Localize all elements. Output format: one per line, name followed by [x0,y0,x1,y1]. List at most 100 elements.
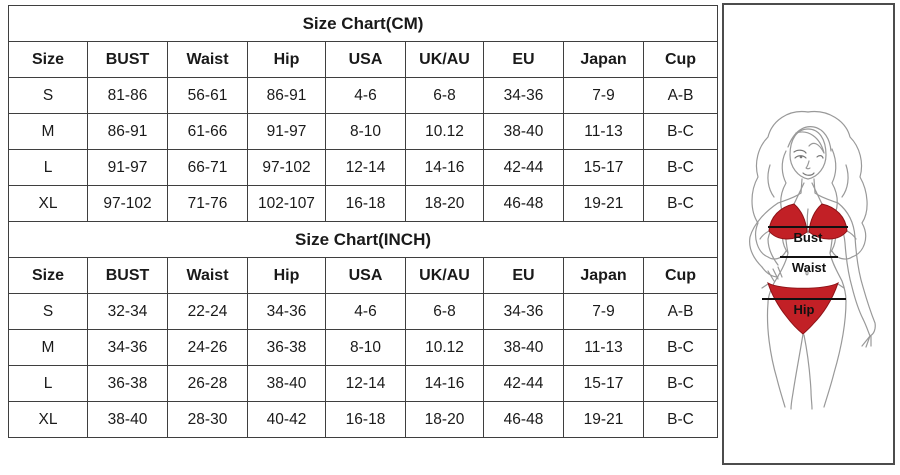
hand-right [861,318,872,348]
bikini-straps [759,182,857,289]
cleavage-line [806,208,809,234]
size-cell: S [8,77,88,114]
value-cell: A-B [642,293,719,330]
value-cell: 38-40 [87,401,168,438]
value-cell: B-C [642,329,719,366]
header-row-inch: Size BUST Waist Hip USA UK/AU EU Japan Cup [8,257,719,294]
value-cell: 7-9 [563,77,644,114]
table-row: L 36-38 26-28 38-40 12-14 14-16 42-44 15-17 B-C [8,365,719,402]
value-cell: 71-76 [167,185,248,222]
value-cell: 34-36 [247,293,326,330]
value-cell: 26-28 [167,365,248,402]
value-cell: B-C [642,113,719,150]
value-cell: 16-18 [325,401,406,438]
value-cell: 6-8 [405,293,484,330]
column-header-usa: USA [325,41,406,78]
table-title-inch: Size Chart(INCH) [7,221,719,258]
value-cell: 42-44 [483,365,564,402]
value-cell: 91-97 [247,113,326,150]
value-cell: 14-16 [405,149,484,186]
table-title-cm: Size Chart(CM) [7,5,719,42]
value-cell: 18-20 [405,401,484,438]
eyebrow [793,149,807,154]
column-header-cup: Cup [642,41,719,78]
value-cell: 10.12 [405,329,484,366]
mouth [802,172,815,176]
value-cell: 38-40 [483,329,564,366]
value-cell: 38-40 [247,365,326,402]
value-cell: 15-17 [563,149,644,186]
column-header-waist: Waist [167,257,248,294]
column-header-hip: Hip [247,41,326,78]
value-cell: 24-26 [167,329,248,366]
size-cell: L [8,149,88,186]
value-cell: 32-34 [87,293,168,330]
waist-label: Waist [792,260,827,275]
column-header-eu: EU [483,41,564,78]
eye-right [816,155,824,159]
bikini [767,203,848,335]
measurement-figure-illustration: Bust Waist Hip [749,110,876,410]
size-cell: M [8,329,88,366]
bust-label: Bust [794,230,824,245]
table-row: S 32-34 22-24 34-36 4-6 6-8 34-36 7-9 A-B [8,293,719,330]
hair-strand [767,164,849,198]
value-cell: 66-71 [167,149,248,186]
value-cell: 86-91 [247,77,326,114]
value-cell: 81-86 [87,77,168,114]
value-cell: 40-42 [247,401,326,438]
column-header-uk-au: UK/AU [405,41,484,78]
bikini-top-left-cup [768,203,808,240]
table-body-cm: S 81-86 56-61 86-91 4-6 6-8 34-36 7-9 A-B M 86-91 6… [8,77,719,222]
neck [800,178,816,194]
value-cell: 34-36 [87,329,168,366]
column-header-bust: BUST [87,41,168,78]
bikini-bottom [767,281,839,335]
hair-left [751,110,809,260]
value-cell: 42-44 [483,149,564,186]
value-cell: 91-97 [87,149,168,186]
arm-right-outer [837,202,876,337]
value-cell: 97-102 [87,185,168,222]
bangs [787,126,832,154]
measurement-lines [762,226,848,300]
value-cell: 8-10 [325,113,406,150]
size-cell: M [8,113,88,150]
value-cell: 19-21 [563,185,644,222]
value-cell: 56-61 [167,77,248,114]
table-body-inch: S 32-34 22-24 34-36 4-6 6-8 34-36 7-9 A-B M 34-36 2… [8,293,719,438]
hand-left [761,266,783,282]
value-cell: B-C [642,185,719,222]
value-cell: 36-38 [87,365,168,402]
table-row: L 91-97 66-71 97-102 12-14 14-16 42-44 15-17 B-C [8,149,719,186]
value-cell: 12-14 [325,149,406,186]
value-cell: 28-30 [167,401,248,438]
value-cell: 97-102 [247,149,326,186]
value-cell: 10.12 [405,113,484,150]
value-cell: B-C [642,149,719,186]
size-cell: XL [8,185,88,222]
value-cell: 8-10 [325,329,406,366]
column-header-size: Size [8,41,88,78]
header-row-cm: Size BUST Waist Hip USA UK/AU EU Japan Cup [8,41,719,78]
column-header-cup: Cup [642,257,719,294]
value-cell: 7-9 [563,293,644,330]
value-cell: 11-13 [563,113,644,150]
value-cell: 46-48 [483,185,564,222]
figure-panel: Bust Waist Hip [722,3,895,465]
value-cell: B-C [642,401,719,438]
pupil [799,155,803,159]
eye-left [794,155,807,159]
hair-right [807,110,868,260]
column-header-bust: BUST [87,257,168,294]
value-cell: 4-6 [325,77,406,114]
value-cell: 34-36 [483,77,564,114]
table-row: M 86-91 61-66 91-97 8-10 10.12 38-40 11-13 B-C [8,113,719,150]
column-header-size: Size [8,257,88,294]
size-cell: S [8,293,88,330]
nose [805,160,811,170]
column-header-usa: USA [325,257,406,294]
table-row: S 81-86 56-61 86-91 4-6 6-8 34-36 7-9 A-B [8,77,719,114]
face-outline [789,128,827,180]
